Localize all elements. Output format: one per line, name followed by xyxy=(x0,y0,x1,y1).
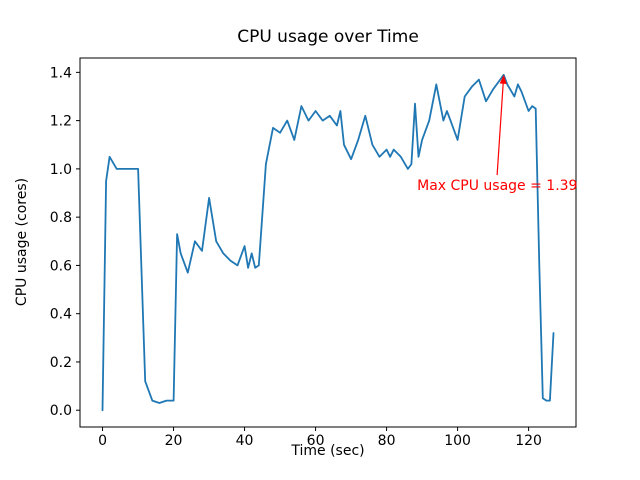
y-tick-label: 0.2 xyxy=(50,355,72,371)
annotation-arrow-line xyxy=(496,81,504,176)
x-tick-label: 60 xyxy=(307,433,325,449)
x-tick-label: 120 xyxy=(515,433,542,449)
x-axis-label: Time (sec) xyxy=(291,443,365,459)
y-tick-label: 0.8 xyxy=(50,210,72,226)
y-tick-label: 1.4 xyxy=(50,65,72,81)
max-cpu-annotation: Max CPU usage = 1.39 xyxy=(417,178,578,195)
axes-box xyxy=(79,57,577,428)
cpu-usage-line xyxy=(101,73,555,412)
y-tick-label: 0.6 xyxy=(50,258,72,274)
y-tick-label: 1.0 xyxy=(50,162,72,178)
x-tick-label: 40 xyxy=(236,433,254,449)
x-tick-label: 20 xyxy=(165,433,183,449)
x-tick-label: 100 xyxy=(444,433,471,449)
y-tick-label: 1.2 xyxy=(50,114,72,130)
chart-title: CPU usage over Time xyxy=(237,27,419,47)
y-axis-label: CPU usage (cores) xyxy=(14,177,30,307)
annotation-arrowhead xyxy=(499,74,507,84)
y-tick-label: 0.4 xyxy=(50,307,72,323)
x-tick-label: 0 xyxy=(98,433,107,449)
y-tick-label: 0.0 xyxy=(50,403,72,419)
x-tick-label: 80 xyxy=(378,433,396,449)
